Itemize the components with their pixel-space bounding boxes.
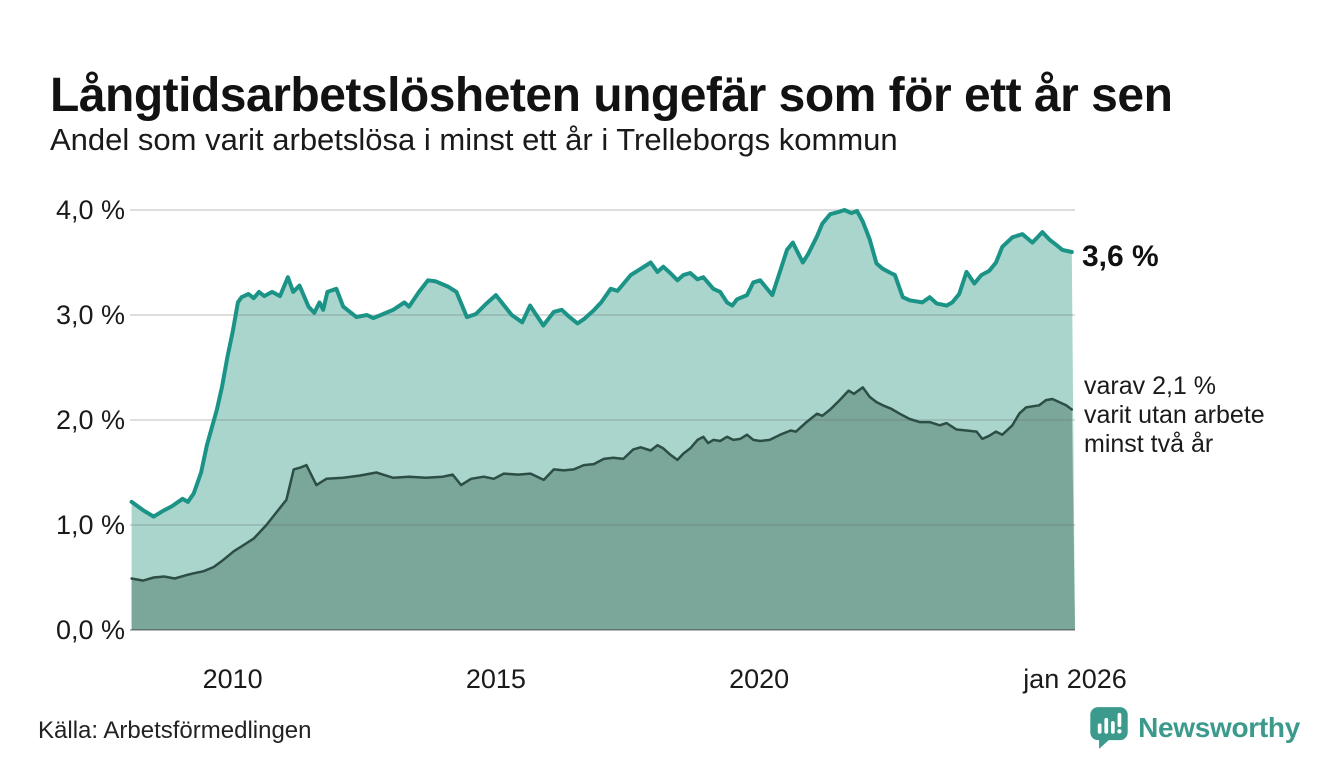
svg-text:2015: 2015 (466, 664, 526, 694)
source-note: Källa: Arbetsförmedlingen (38, 717, 312, 744)
newsworthy-wordmark: Newsworthy (1138, 712, 1300, 743)
chart-title: Långtidsarbetslösheten ungefär som för e… (50, 69, 1173, 123)
svg-text:1,0 %: 1,0 % (56, 510, 125, 540)
series2-annotation-line: minst två år (1084, 430, 1214, 458)
newsworthy-bubble-chart-icon (1090, 707, 1128, 749)
svg-text:jan 2026: jan 2026 (1022, 664, 1127, 694)
svg-text:0,0 %: 0,0 % (56, 615, 125, 645)
svg-text:4,0 %: 4,0 % (56, 195, 125, 225)
newsworthy-logo: Newsworthy (1089, 706, 1300, 750)
svg-text:3,0 %: 3,0 % (56, 300, 125, 330)
svg-text:2,0 %: 2,0 % (56, 405, 125, 435)
series1-end-value-label: 3,6 % (1082, 240, 1159, 273)
series2-annotation-line: varav 2,1 % (1084, 372, 1217, 400)
series2-annotation-line: varit utan arbete (1084, 401, 1265, 429)
chart-subtitle: Andel som varit arbetslösa i minst ett å… (50, 122, 898, 157)
svg-text:2020: 2020 (729, 664, 789, 694)
svg-text:2010: 2010 (203, 664, 263, 694)
series2-annotation: varav 2,1 % varit utan arbete minst två … (1084, 372, 1265, 459)
